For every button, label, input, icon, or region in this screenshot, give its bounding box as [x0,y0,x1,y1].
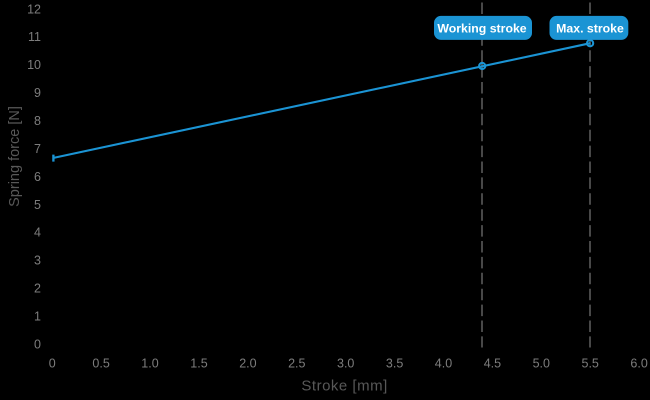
svg-text:2.5: 2.5 [288,357,305,371]
svg-text:0: 0 [34,337,41,351]
svg-text:6: 6 [34,170,41,184]
svg-text:0: 0 [49,357,56,371]
svg-text:Spring force [N]: Spring force [N] [7,106,23,207]
svg-text:4: 4 [34,226,41,240]
svg-text:Working stroke: Working stroke [437,21,526,35]
svg-text:12: 12 [27,2,41,16]
svg-text:1: 1 [34,310,41,324]
svg-text:11: 11 [28,30,41,44]
svg-text:10: 10 [27,58,41,72]
svg-text:8: 8 [34,114,41,128]
svg-text:5.0: 5.0 [533,357,550,371]
svg-text:Max. stroke: Max. stroke [556,21,624,35]
svg-text:5: 5 [34,198,41,212]
svg-text:3: 3 [34,254,41,268]
svg-text:7: 7 [34,142,41,156]
svg-text:6.0: 6.0 [630,357,647,371]
svg-text:5.5: 5.5 [582,357,599,371]
svg-text:9: 9 [34,86,41,100]
svg-text:2: 2 [34,282,41,296]
svg-text:4.5: 4.5 [484,357,501,371]
svg-text:0.5: 0.5 [92,357,109,371]
svg-text:4.0: 4.0 [435,357,452,371]
svg-text:1.5: 1.5 [190,357,207,371]
svg-text:2.0: 2.0 [239,357,256,371]
svg-text:1.0: 1.0 [141,357,158,371]
svg-text:3.0: 3.0 [337,357,354,371]
svg-text:3.5: 3.5 [386,357,403,371]
svg-text:Stroke [mm]: Stroke [mm] [301,378,387,395]
